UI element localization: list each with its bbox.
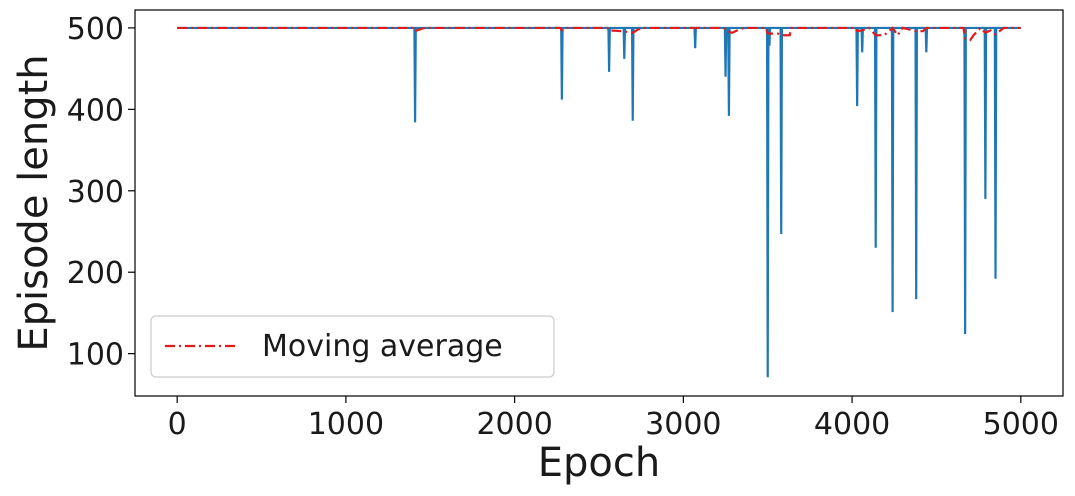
y-tick-label: 400 [67, 93, 124, 128]
y-tick-label: 500 [67, 12, 124, 47]
y-tick-label: 200 [67, 256, 124, 291]
y-axis-ticks: 100 200 300 400 500 [67, 12, 135, 373]
x-axis-label: Epoch [538, 440, 660, 486]
y-tick-label: 300 [67, 175, 124, 210]
moving-average-line [177, 26, 1021, 42]
legend-box [150, 315, 555, 378]
x-axis-ticks: 0 1000 2000 3000 4000 5000 [168, 396, 1059, 442]
x-tick-label: 1000 [308, 407, 384, 442]
x-tick-label: 0 [168, 407, 187, 442]
series-layer [177, 26, 1021, 378]
x-tick-label: 5000 [983, 407, 1059, 442]
episode-length-line [177, 26, 1021, 378]
x-tick-label: 2000 [476, 407, 552, 442]
legend: Moving average [150, 315, 555, 378]
y-tick-label: 100 [67, 338, 124, 373]
x-tick-label: 4000 [814, 407, 890, 442]
y-axis-label: Episode length [11, 54, 57, 351]
legend-label-moving-average: Moving average [262, 329, 503, 364]
x-tick-label: 3000 [645, 407, 721, 442]
